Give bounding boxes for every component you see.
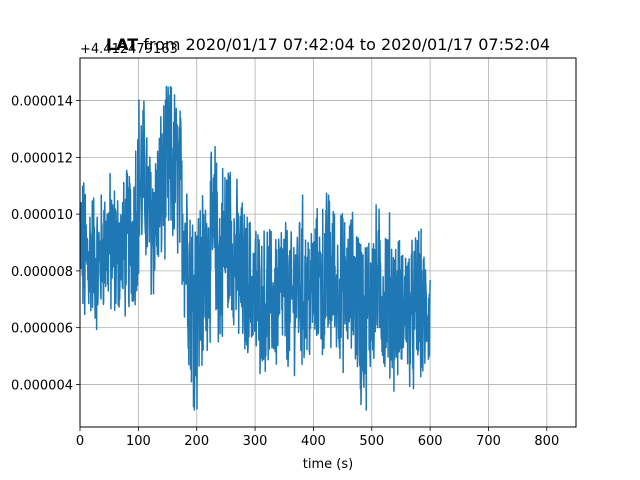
x-tick-label: 100 bbox=[126, 434, 151, 449]
x-tick-label: 400 bbox=[301, 434, 326, 449]
y-tick-label: 0.000004 bbox=[11, 378, 73, 393]
x-tick-label: 300 bbox=[243, 434, 268, 449]
x-tick-label: 600 bbox=[418, 434, 443, 449]
y-tick-label: 0.000010 bbox=[11, 208, 73, 223]
chart-title-bold: LAT bbox=[106, 35, 138, 54]
y-axis: 0.000004 0.000006 0.000008 0.000010 0.000012… bbox=[11, 95, 80, 393]
x-tick-label: 0 bbox=[76, 434, 84, 449]
y-tick-label: 0.000006 bbox=[11, 322, 73, 337]
y-tick-label: 0.000012 bbox=[11, 151, 73, 166]
x-axis: 0 100 200 300 400 500 600 700 800 bbox=[76, 427, 559, 449]
x-tick-label: 800 bbox=[534, 434, 559, 449]
plot-frame bbox=[79, 57, 577, 428]
series-line bbox=[79, 85, 431, 411]
grid bbox=[79, 58, 576, 427]
x-tick-label: 700 bbox=[476, 434, 501, 449]
x-axis-label: time (s) bbox=[303, 457, 353, 472]
y-tick-label: 0.000008 bbox=[11, 265, 73, 280]
y-offset-label: +4.412479163 bbox=[80, 42, 178, 57]
chart-title-rest: from 2020/01/17 07:42:04 to 2020/01/17 0… bbox=[138, 35, 550, 54]
y-tick-label: 0.000014 bbox=[11, 95, 73, 110]
series-line-group bbox=[79, 85, 431, 411]
x-tick-label: 500 bbox=[359, 434, 384, 449]
x-tick-label: 200 bbox=[184, 434, 209, 449]
chart-title: LAT from 2020/01/17 07:42:04 to 2020/01/… bbox=[106, 35, 550, 54]
